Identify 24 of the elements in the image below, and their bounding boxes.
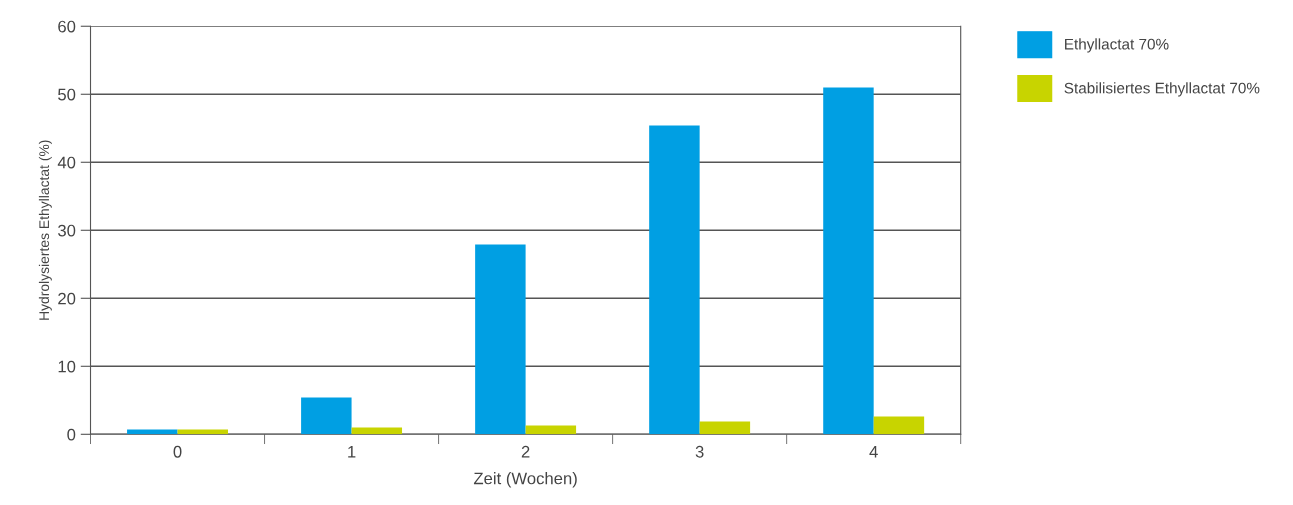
bar (649, 125, 700, 435)
x-tick-label: 1 (348, 446, 356, 458)
y-tick-label: 0 (67, 428, 76, 441)
y-tick-label: 10 (58, 360, 76, 373)
y-axis-title: Hydrolysiertes Ethyllactat (%) (38, 140, 52, 320)
x-tick-label: 3 (695, 445, 704, 458)
y-tick-label: 60 (58, 20, 76, 33)
x-tick-label: 4 (869, 446, 878, 458)
y-tick-label: 50 (58, 88, 76, 101)
legend-label: Ethyllactat 70% (1065, 38, 1169, 53)
bar (351, 427, 403, 435)
bar (823, 87, 874, 435)
y-tick-label: 40 (57, 156, 76, 169)
bar (525, 425, 577, 435)
x-tick-label: 2 (521, 445, 530, 458)
y-tick-label: 30 (58, 224, 76, 237)
x-tick-label: 0 (173, 445, 182, 458)
bar (475, 244, 526, 435)
y-tick-label: 20 (58, 292, 76, 305)
legend-label: Stabilisiertes Ethyllactat 70% (1064, 82, 1260, 97)
bar (873, 416, 925, 435)
bar (301, 397, 352, 435)
bar (699, 421, 751, 435)
x-axis-title: Zeit (Wochen) (473, 472, 577, 488)
